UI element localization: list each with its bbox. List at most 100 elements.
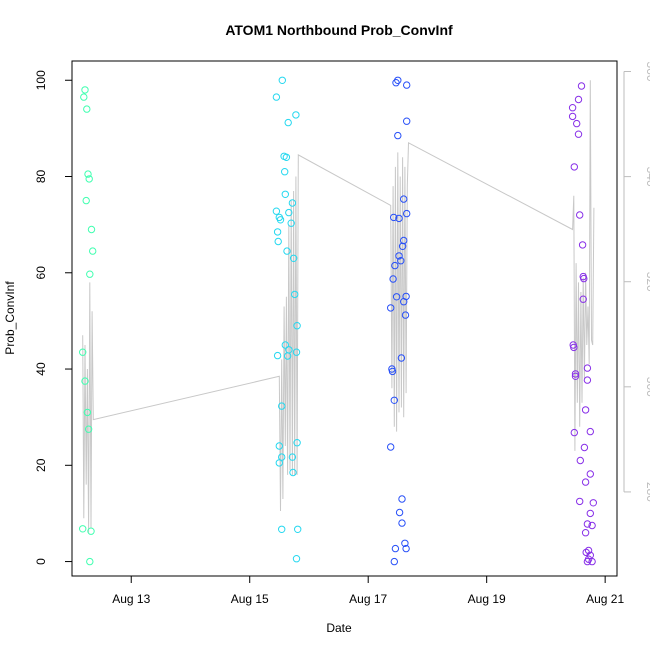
data-point — [82, 196, 90, 205]
y-tick-label: 0 — [34, 558, 48, 565]
data-point — [83, 105, 91, 113]
data-point — [394, 131, 402, 140]
data-point — [388, 367, 397, 376]
data-point — [272, 93, 281, 101]
data-point — [390, 213, 398, 222]
data-point — [87, 225, 96, 234]
y-tick-label: 40 — [34, 362, 48, 376]
data-point — [389, 275, 397, 283]
data-point — [402, 544, 410, 553]
data-point — [588, 557, 596, 566]
y2-tick-label: 360 — [644, 61, 650, 81]
data-point — [571, 372, 580, 380]
data-point — [81, 86, 89, 94]
data-point — [292, 111, 300, 119]
x-tick-label: Aug 15 — [231, 592, 269, 606]
data-point — [400, 236, 408, 245]
data-point — [397, 354, 406, 362]
data-point — [86, 270, 94, 278]
data-point — [571, 370, 580, 378]
data-point — [586, 470, 594, 478]
data-point — [79, 525, 87, 533]
data-point — [568, 104, 577, 112]
y-tick-label: 20 — [34, 458, 48, 472]
x-axis: Aug 13 Aug 15 Aug 17 Aug 19 Aug 21 — [112, 576, 624, 606]
x-tick-label: Aug 17 — [349, 592, 387, 606]
data-point — [81, 377, 89, 385]
data-point — [87, 527, 95, 535]
data-point — [284, 118, 292, 127]
data-point — [294, 525, 302, 533]
data-point — [282, 153, 291, 162]
data-point — [79, 348, 87, 356]
data-point — [395, 252, 403, 260]
data-point — [84, 425, 93, 433]
data-point — [394, 76, 402, 85]
chart-title: ATOM1 Northbound Prob_ConvInf — [225, 22, 453, 38]
data-point — [583, 520, 592, 528]
data-point — [580, 443, 589, 452]
data-point — [577, 82, 586, 90]
data-point — [278, 76, 286, 85]
data-point — [401, 311, 410, 319]
data-point — [83, 408, 92, 417]
data-point — [568, 112, 577, 121]
data-point — [581, 478, 590, 486]
data-point — [398, 242, 407, 251]
data-point — [583, 376, 592, 384]
data-point — [274, 237, 282, 246]
data-point — [578, 241, 587, 249]
data-point — [84, 170, 92, 178]
data-point — [573, 119, 581, 128]
x-tick-label: Aug 21 — [586, 592, 624, 606]
data-point — [403, 209, 411, 218]
data-point — [403, 117, 411, 125]
data-point — [292, 555, 301, 563]
data-point — [576, 211, 584, 219]
data-point — [570, 343, 578, 352]
plot-frame — [71, 60, 618, 577]
data-point — [288, 453, 297, 461]
data-point — [395, 508, 404, 517]
data-point — [583, 364, 592, 372]
data-point — [581, 406, 590, 414]
data-point — [278, 402, 286, 410]
data-point — [580, 274, 588, 283]
x-axis-label: Date — [326, 621, 352, 635]
data-point — [292, 348, 301, 356]
data-point — [397, 257, 405, 265]
data-point — [398, 519, 406, 527]
data-point — [589, 499, 597, 507]
data-point — [574, 95, 583, 104]
data-point — [276, 216, 285, 224]
series-line — [82, 80, 595, 533]
data-point — [293, 322, 301, 330]
data-point — [400, 298, 408, 306]
data-point — [581, 529, 590, 537]
data-point — [80, 93, 88, 101]
data-point — [570, 163, 578, 171]
data-point — [387, 443, 395, 451]
y-tick-label: 60 — [34, 266, 48, 280]
data-point — [390, 557, 398, 566]
data-point — [289, 468, 297, 477]
data-point — [576, 456, 584, 465]
data-point — [392, 79, 400, 87]
data-point — [400, 195, 408, 203]
data-point — [278, 525, 286, 533]
y-tick-label: 100 — [34, 70, 48, 90]
data-point — [391, 261, 399, 270]
data-point — [273, 351, 282, 360]
data-point — [281, 168, 289, 176]
data-point — [291, 290, 299, 299]
data-point — [273, 228, 282, 236]
data-point — [398, 495, 406, 503]
y2-tick-label: 300 — [644, 377, 650, 397]
data-point — [281, 190, 289, 199]
data-point — [395, 214, 403, 223]
data-point — [287, 219, 295, 227]
data-point — [392, 293, 401, 301]
data-point — [283, 352, 292, 360]
data-point — [288, 199, 297, 207]
